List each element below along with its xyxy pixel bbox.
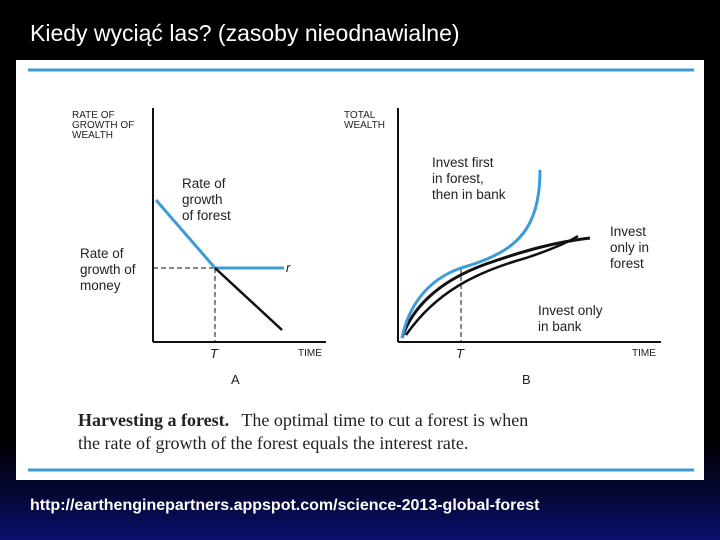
panel-b-invest-first-label-2: in forest, (432, 171, 484, 186)
source-url-link[interactable]: http://earthenginepartners.appspot.com/s… (30, 497, 540, 514)
panel-b-invest-first-label-3: then in bank (432, 187, 506, 202)
figure-panel: RATE OF GROWTH OF WEALTH Rate of growth … (16, 60, 704, 480)
panel-b-invest-forest-label-2: only in (610, 240, 649, 255)
panel-a: RATE OF GROWTH OF WEALTH Rate of growth … (72, 108, 326, 387)
panel-a-letter: A (231, 372, 240, 387)
panel-b: TOTAL WEALTH Invest first in forest, the… (344, 108, 661, 387)
figure-caption-text-1: The optimal time to cut a forest is when (241, 410, 528, 430)
panel-a-money-label-1: Rate of (80, 246, 124, 261)
panel-b-invest-bank-label-1: Invest only (538, 303, 603, 318)
panel-b-tick-t: T (456, 346, 465, 361)
panel-a-r-label: r (286, 260, 291, 275)
slide-title: Kiedy wyciąć las? (zasoby nieodnawialne) (30, 20, 460, 46)
figure-svg: RATE OF GROWTH OF WEALTH Rate of growth … (28, 68, 694, 472)
figure-caption-bold: Harvesting a forest. (78, 410, 229, 430)
panel-a-tick-t: T (210, 346, 219, 361)
figure-caption-line-1: Harvesting a forest. The optimal time to… (78, 410, 528, 430)
panel-b-y-label-line-1: TOTAL (344, 110, 376, 121)
panel-a-y-label-line-1: RATE OF (72, 110, 115, 121)
figure-caption-line-2: the rate of growth of the forest equals … (78, 433, 468, 453)
panel-b-invest-bank-label-2: in bank (538, 319, 582, 334)
panel-a-y-label-line-2: GROWTH OF (72, 120, 134, 131)
panel-b-letter: B (522, 372, 531, 387)
panel-a-y-label-line-3: WEALTH (72, 130, 113, 141)
panel-b-invest-forest-label-3: forest (610, 256, 644, 271)
panel-a-money-label-3: money (80, 278, 121, 293)
panel-a-forest-growth-line (154, 199, 217, 269)
panel-b-x-label: TIME (632, 348, 656, 359)
panel-b-bank-only-curve (400, 236, 591, 339)
panel-a-forest-label-2: growth (182, 192, 223, 207)
panel-b-forest-then-bank-curve-top (530, 169, 542, 219)
panel-b-invest-first-label-1: Invest first (432, 155, 494, 170)
panel-b-forest-only-curve (404, 234, 579, 336)
panel-b-invest-forest-label-1: Invest (610, 224, 646, 239)
panel-a-forest-label-1: Rate of (182, 176, 226, 191)
panel-a-money-label-2: growth of (80, 262, 136, 277)
panel-b-forest-then-bank-curve (400, 217, 534, 339)
panel-a-forest-label-3: of forest (182, 208, 231, 223)
panel-a-x-label: TIME (298, 348, 322, 359)
panel-a-forest-decline-line (214, 267, 283, 331)
panel-b-y-label-line-2: WEALTH (344, 120, 385, 131)
